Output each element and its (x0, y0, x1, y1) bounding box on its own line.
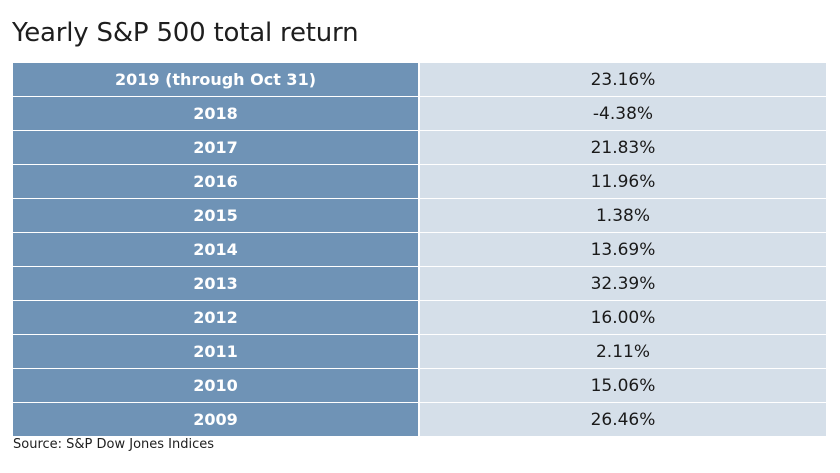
source-note: Source: S&P Dow Jones Indices (13, 437, 215, 452)
year-cell: 2009 (13, 402, 420, 436)
table-row: 2019 (through Oct 31) 23.16% (13, 63, 826, 97)
return-cell: 23.16% (419, 63, 826, 97)
return-cell: 32.39% (419, 266, 826, 301)
table-row: 2018 -4.38% (13, 96, 826, 131)
year-cell: 2010 (13, 368, 420, 403)
chart-title: Yearly S&P 500 total return (12, 18, 359, 48)
year-cell: 2018 (13, 96, 420, 131)
year-cell: 2016 (13, 164, 420, 199)
returns-table: 2019 (through Oct 31) 23.16% 2018 -4.38%… (13, 63, 826, 436)
table-row: 2016 11.96% (13, 164, 826, 199)
year-cell: 2013 (13, 266, 420, 301)
year-cell: 2015 (13, 198, 420, 233)
return-cell: 16.00% (419, 300, 826, 335)
table-row: 2017 21.83% (13, 130, 826, 165)
table-row: 2009 26.46% (13, 402, 826, 436)
table-row: 2012 16.00% (13, 300, 826, 335)
return-cell: 1.38% (419, 198, 826, 233)
year-cell: 2014 (13, 232, 420, 267)
return-cell: 15.06% (419, 368, 826, 403)
year-cell: 2011 (13, 334, 420, 369)
return-cell: 13.69% (419, 232, 826, 267)
return-cell: 26.46% (419, 402, 826, 436)
return-cell: 2.11% (419, 334, 826, 369)
return-cell: -4.38% (419, 96, 826, 131)
year-cell: 2019 (through Oct 31) (13, 63, 420, 97)
table-row: 2013 32.39% (13, 266, 826, 301)
year-cell: 2012 (13, 300, 420, 335)
table-row: 2015 1.38% (13, 198, 826, 233)
table-row: 2014 13.69% (13, 232, 826, 267)
return-cell: 11.96% (419, 164, 826, 199)
return-cell: 21.83% (419, 130, 826, 165)
year-cell: 2017 (13, 130, 420, 165)
table-row: 2010 15.06% (13, 368, 826, 403)
table-row: 2011 2.11% (13, 334, 826, 369)
returns-table-body: 2019 (through Oct 31) 23.16% 2018 -4.38%… (13, 63, 826, 436)
